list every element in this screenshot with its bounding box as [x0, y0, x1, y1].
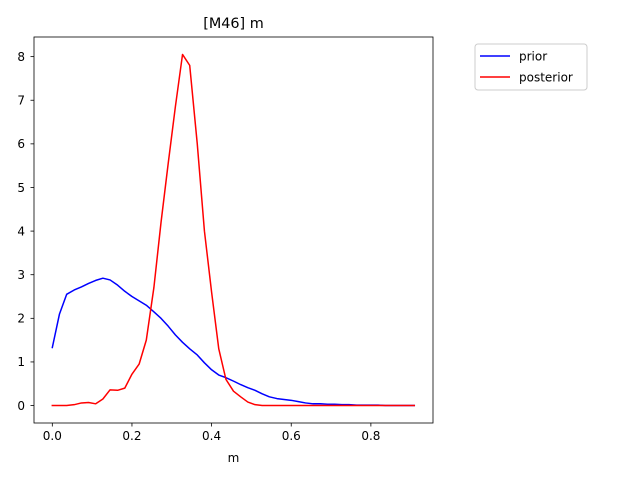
y-tick-label: 8: [17, 50, 25, 64]
y-tick-label: 2: [17, 312, 25, 326]
y-tick-label: 6: [17, 137, 25, 151]
series-line-prior: [51, 277, 416, 407]
series-layer: [51, 53, 416, 407]
x-tick-label: 0.8: [361, 429, 380, 443]
x-tick-label: 0.6: [282, 429, 301, 443]
chart-title: [M46] m: [203, 16, 264, 32]
x-axis-label: m: [228, 451, 240, 465]
legend-label-prior: prior: [519, 49, 547, 63]
legend: prior posterior: [474, 43, 588, 91]
x-tick-label: 0.0: [43, 429, 62, 443]
y-tick-label: 3: [17, 268, 25, 282]
axis-layer: 0.0 0.2 0.4 0.6 0.8 0 1 2 3 4 5 6 7 8: [17, 50, 380, 443]
legend-label-posterior: posterior: [519, 70, 573, 84]
y-tick-label: 1: [17, 355, 25, 369]
x-tick-label: 0.2: [122, 429, 141, 443]
series-line-posterior: [51, 53, 416, 407]
y-tick-label: 5: [17, 181, 25, 195]
legend-items: prior posterior: [480, 49, 573, 84]
y-tick-label: 0: [17, 399, 25, 413]
y-tick-label: 7: [17, 94, 25, 108]
y-tick-label: 4: [17, 224, 25, 238]
plot-area-frame: [33, 36, 434, 424]
x-tick-label: 0.4: [202, 429, 221, 443]
